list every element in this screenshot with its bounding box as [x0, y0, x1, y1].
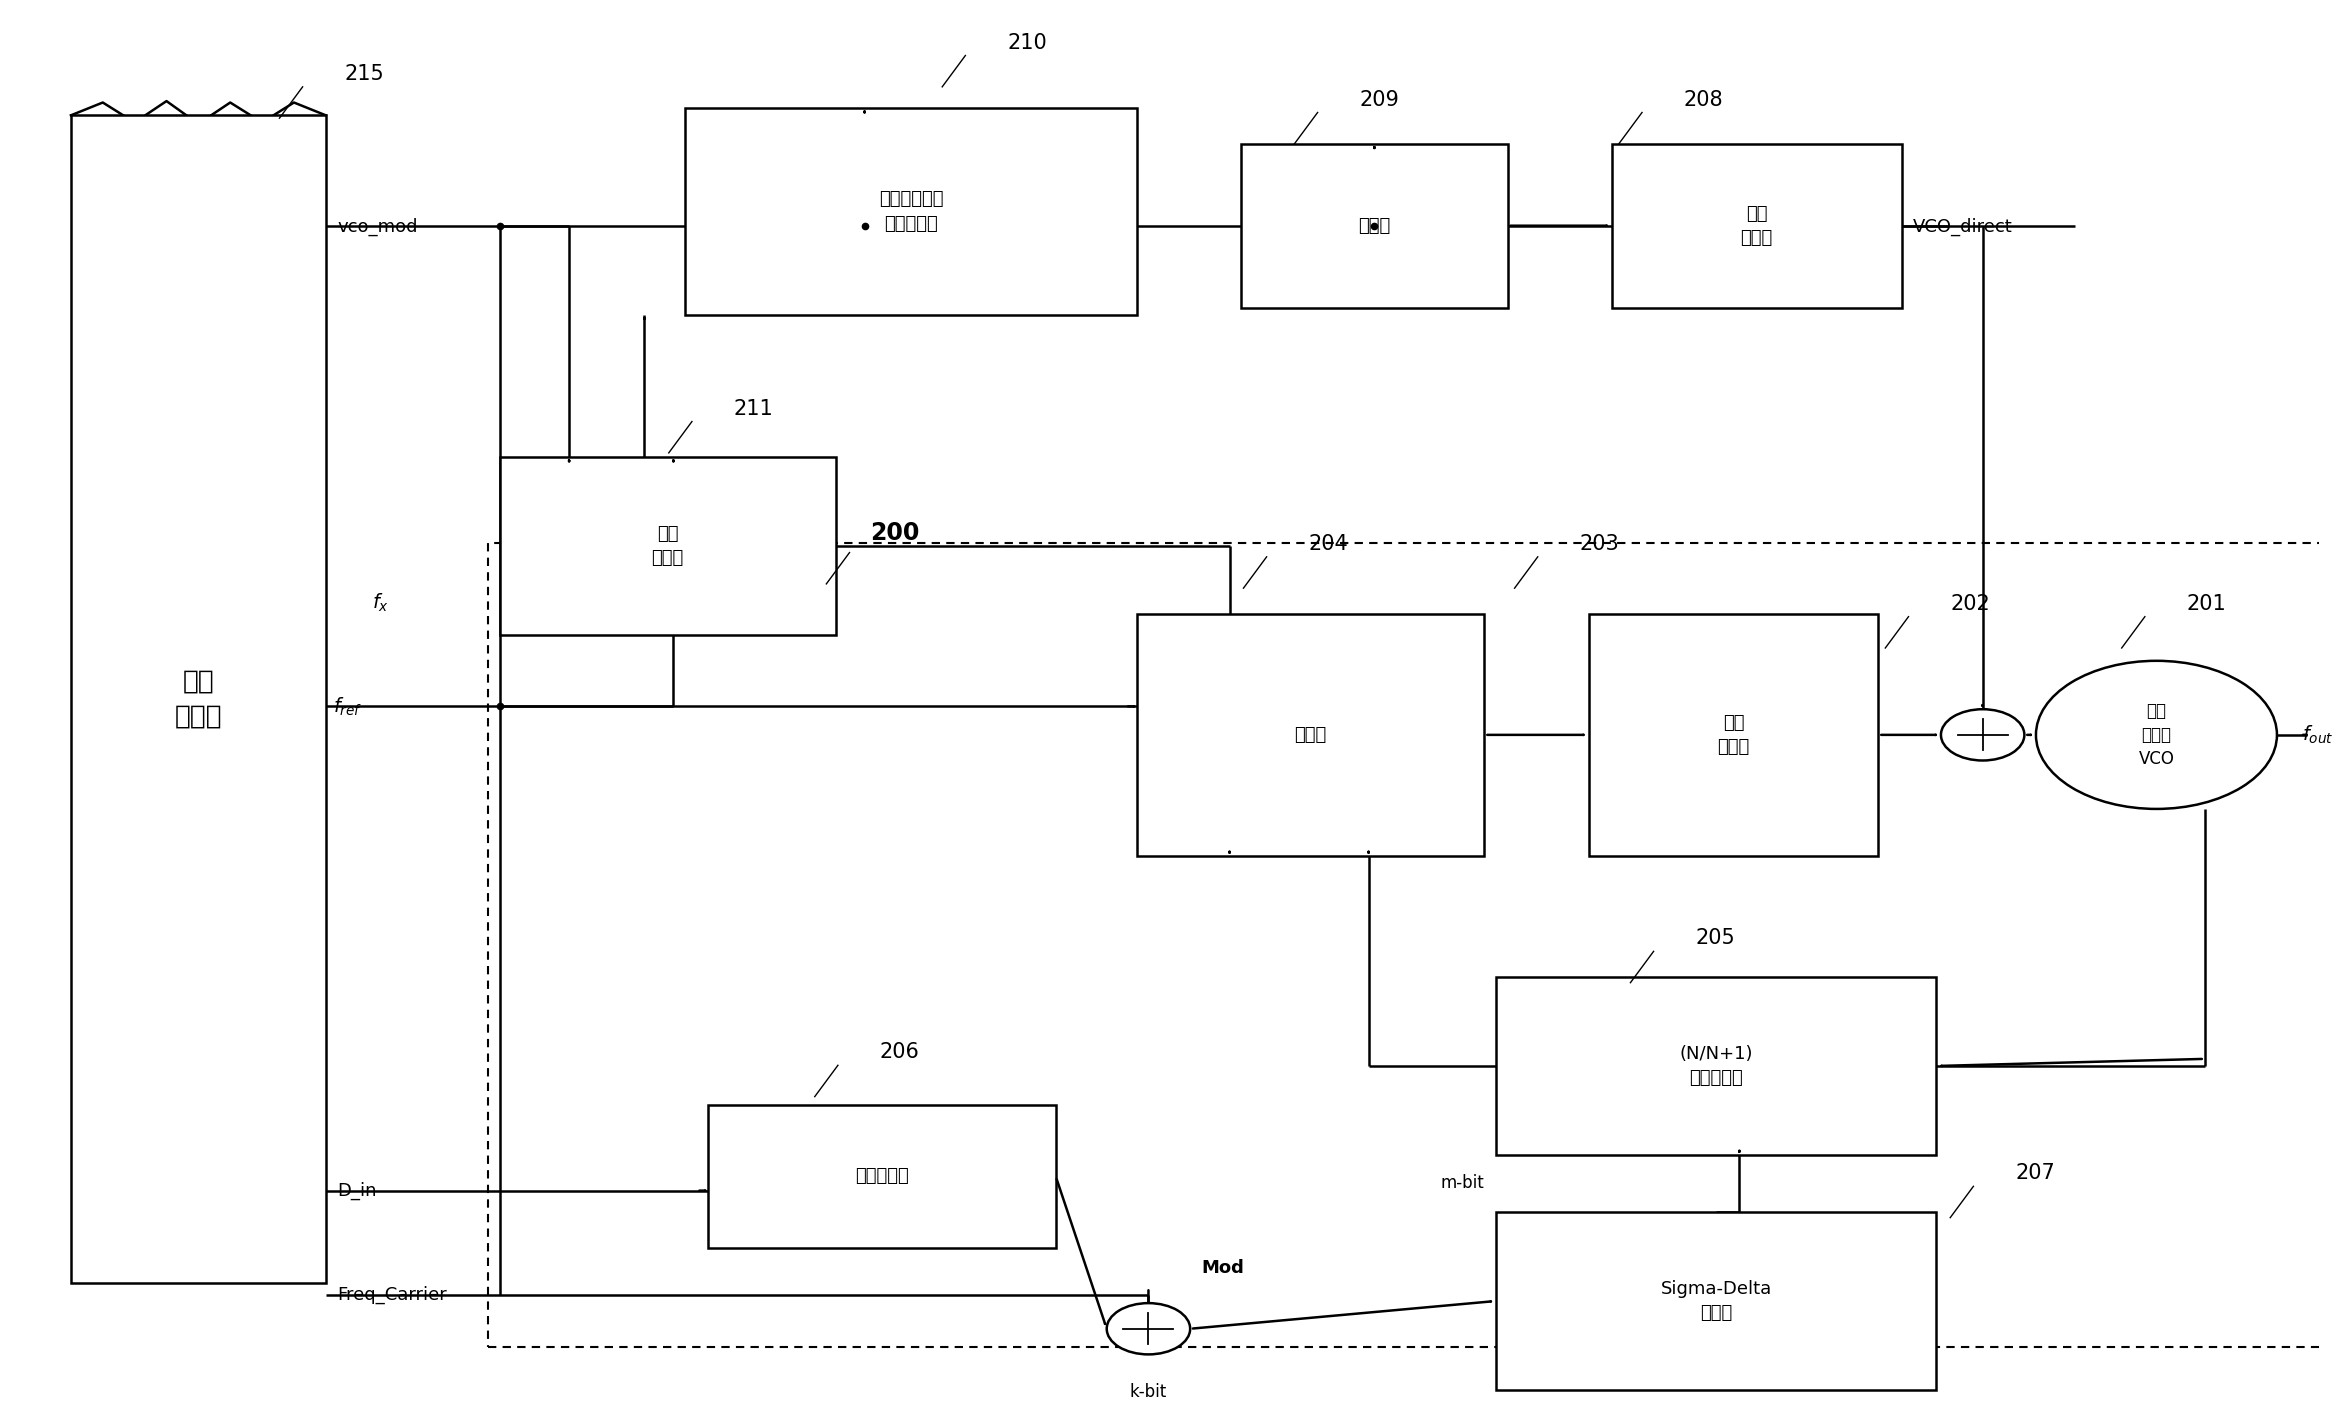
Text: m-bit: m-bit — [1441, 1174, 1485, 1193]
Text: 增益器: 增益器 — [1359, 217, 1389, 234]
Text: 204: 204 — [1308, 534, 1347, 554]
Text: 202: 202 — [1951, 594, 1990, 614]
Circle shape — [1106, 1303, 1191, 1354]
FancyBboxPatch shape — [1497, 1212, 1937, 1390]
Text: 215: 215 — [344, 64, 384, 84]
Text: $f_{x}$: $f_{x}$ — [372, 592, 388, 614]
Text: Sigma-Delta
调制器: Sigma-Delta 调制器 — [1661, 1280, 1773, 1323]
Text: 201: 201 — [2187, 594, 2227, 614]
Text: Mod: Mod — [1202, 1259, 1244, 1277]
Text: Freq_Carrier: Freq_Carrier — [337, 1286, 447, 1304]
Text: 208: 208 — [1684, 90, 1724, 110]
Text: $f_{out}$: $f_{out}$ — [2302, 723, 2334, 746]
Text: 压控
震荡器
VCO: 压控 震荡器 VCO — [2138, 702, 2175, 768]
Text: 加权滤波器和
参数查寻表: 加权滤波器和 参数查寻表 — [879, 190, 943, 233]
Text: 211: 211 — [734, 398, 774, 418]
Text: 频数
转换器: 频数 转换器 — [653, 525, 683, 568]
Text: D_in: D_in — [337, 1182, 377, 1200]
Text: k-bit: k-bit — [1130, 1383, 1167, 1401]
Text: $f_{ref}$: $f_{ref}$ — [332, 695, 363, 718]
Text: 基带
处理器: 基带 处理器 — [175, 669, 222, 729]
Text: 环路
滤波器: 环路 滤波器 — [1717, 714, 1750, 756]
Text: VCO_direct: VCO_direct — [1913, 217, 2014, 235]
FancyBboxPatch shape — [685, 108, 1137, 315]
Text: 数模
转换器: 数模 转换器 — [1740, 204, 1773, 247]
Text: 209: 209 — [1359, 90, 1399, 110]
Circle shape — [1941, 709, 2023, 761]
FancyBboxPatch shape — [1242, 144, 1509, 308]
Text: 205: 205 — [1696, 929, 1736, 949]
FancyBboxPatch shape — [1497, 977, 1937, 1154]
FancyBboxPatch shape — [70, 116, 325, 1283]
Text: 200: 200 — [870, 521, 919, 545]
Text: 206: 206 — [879, 1043, 919, 1063]
FancyBboxPatch shape — [501, 457, 835, 635]
FancyBboxPatch shape — [1612, 144, 1902, 308]
Text: 207: 207 — [2016, 1163, 2056, 1183]
Text: 发送滤波器: 发送滤波器 — [856, 1167, 910, 1186]
FancyBboxPatch shape — [709, 1104, 1055, 1247]
Text: (N/N+1)
双模分频器: (N/N+1) 双模分频器 — [1679, 1045, 1752, 1087]
Text: 203: 203 — [1579, 534, 1619, 554]
Text: 210: 210 — [1008, 33, 1048, 53]
Text: 鉴相器: 鉴相器 — [1293, 726, 1326, 743]
FancyBboxPatch shape — [1137, 614, 1485, 856]
Text: vco_mod: vco_mod — [337, 217, 419, 235]
FancyBboxPatch shape — [1588, 614, 1878, 856]
Circle shape — [2035, 661, 2276, 809]
